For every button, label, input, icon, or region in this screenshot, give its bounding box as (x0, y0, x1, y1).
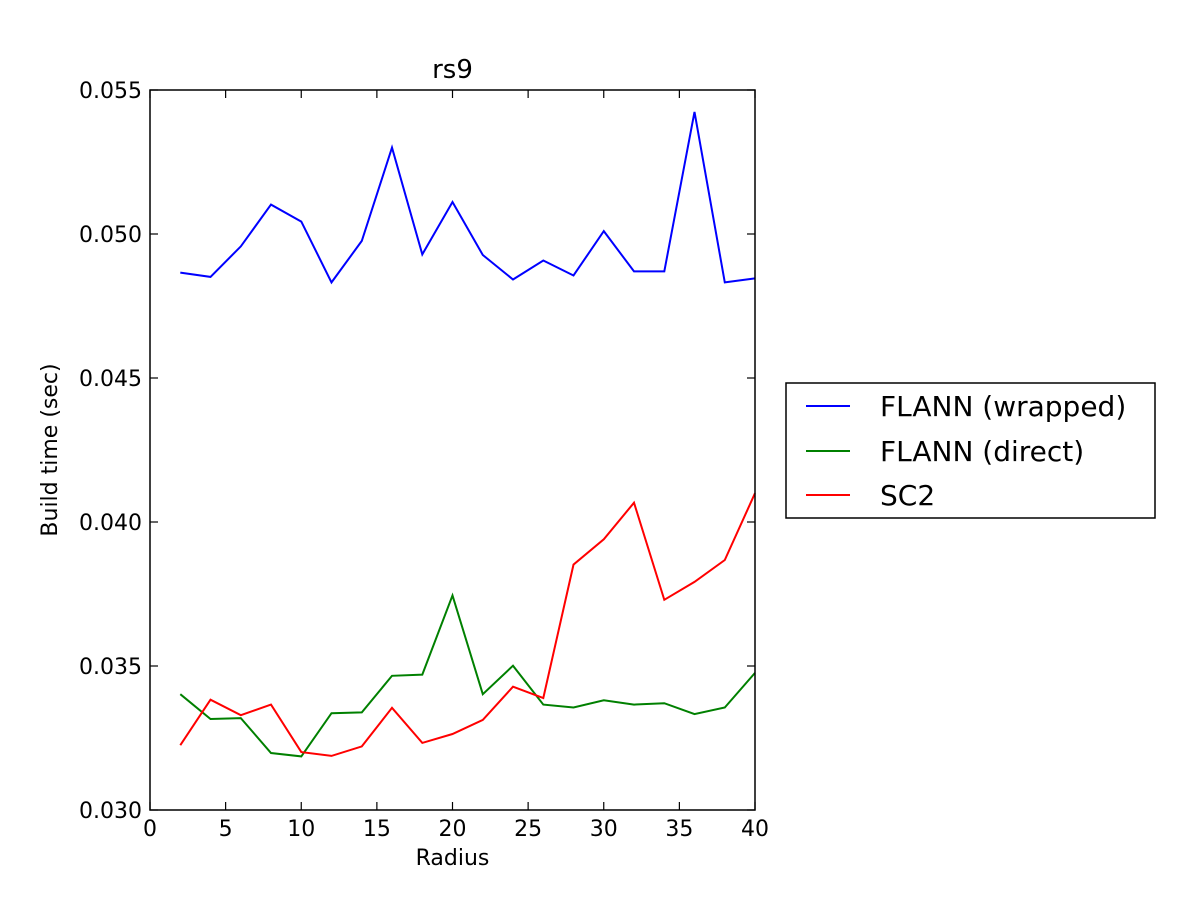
y-tick-label: 0.055 (79, 79, 142, 104)
x-tick-label: 5 (219, 817, 233, 842)
x-tick-label: 40 (741, 817, 769, 842)
legend-label-sc2: SC2 (880, 479, 935, 512)
legend: FLANN (wrapped) FLANN (direct) SC2 (785, 382, 1156, 519)
x-tick-label: 20 (439, 817, 467, 842)
tick-layer (149, 89, 756, 811)
chart-title: rs9 (432, 55, 473, 85)
legend-label-flann-direct: FLANN (direct) (880, 435, 1084, 468)
y-tick-label: 0.035 (79, 655, 142, 680)
x-tick-label: 10 (287, 817, 315, 842)
plot-area-frame (149, 89, 756, 811)
y-tick-label: 0.045 (79, 367, 142, 392)
y-axis-label: Build time (sec) (38, 363, 63, 536)
y-tick-label: 0.040 (79, 511, 142, 536)
x-tick-label: 15 (363, 817, 391, 842)
y-tick-label: 0.050 (79, 223, 142, 248)
y-tick-label: 0.030 (79, 799, 142, 824)
series-line-1 (179, 592, 756, 758)
x-tick-label: 35 (665, 817, 693, 842)
series-line-0 (180, 111, 756, 285)
x-tick-label: 30 (590, 817, 618, 842)
series-layer (179, 111, 756, 758)
x-tick-label: 25 (514, 817, 542, 842)
legend-label-flann-wrapped: FLANN (wrapped) (880, 390, 1126, 423)
tick-label-layer: 0 5 10 15 20 25 30 35 40 0.030 0.035 0.040 0.045 0.05… (79, 79, 769, 842)
x-tick-label: 0 (143, 817, 157, 842)
x-axis-label: Radius (416, 846, 490, 871)
series-line-2 (179, 492, 756, 757)
